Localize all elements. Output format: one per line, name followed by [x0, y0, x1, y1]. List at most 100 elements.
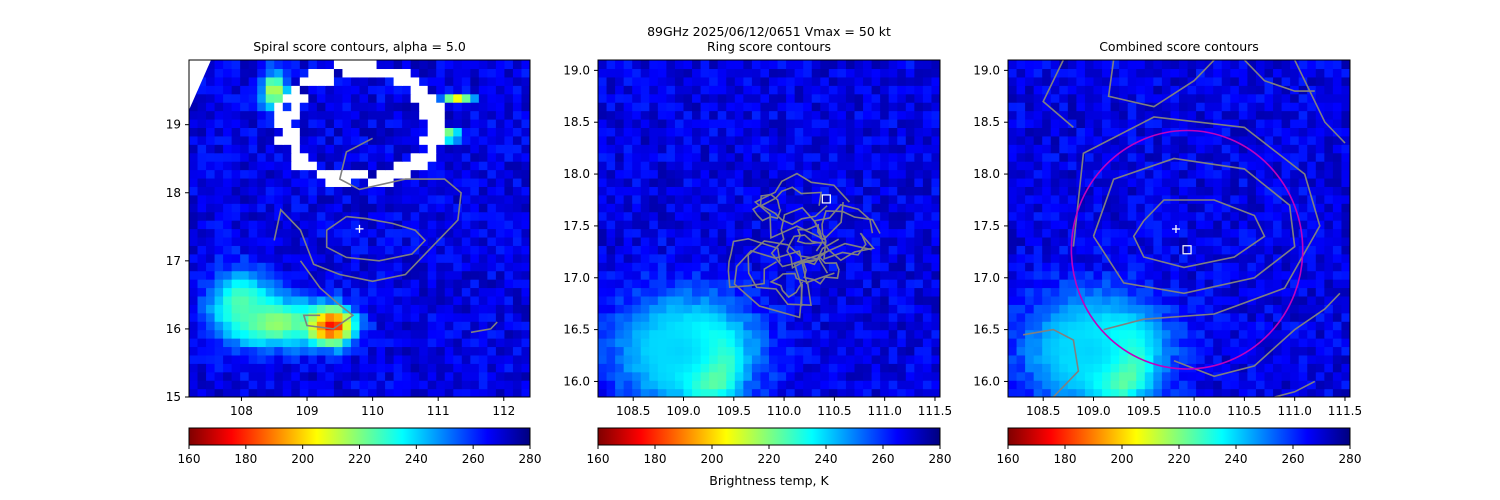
heatmap-cell [922, 363, 933, 373]
heatmap-cell [410, 338, 420, 348]
heatmap-cell [1196, 76, 1206, 86]
heatmap-cell [1084, 211, 1095, 221]
heatmap-cell [854, 220, 864, 230]
heatmap-cell [299, 102, 309, 112]
heatmap-cell [1144, 194, 1154, 204]
heatmap-cell [1204, 253, 1214, 263]
heatmap-cell [1315, 346, 1325, 356]
heatmap-cell [1273, 312, 1283, 322]
score-contour-line [1173, 292, 1341, 378]
heatmap-cell [666, 68, 676, 78]
heatmap-cell [760, 186, 770, 196]
heatmap-cell [769, 354, 779, 364]
heatmap-cell [316, 363, 326, 373]
heatmap-cell [1025, 388, 1035, 397]
heatmap-cell [1136, 270, 1146, 280]
heatmap-cell [291, 262, 301, 272]
heatmap-cell [495, 186, 506, 196]
heatmap-cell [1170, 236, 1180, 246]
heatmap-cell [214, 236, 224, 246]
heatmap-cell [922, 211, 933, 221]
heatmap-cell [854, 321, 864, 331]
heatmap-cell [1153, 144, 1163, 154]
heatmap-cell [1290, 85, 1300, 95]
heatmap-cell [726, 236, 736, 246]
heatmap-cell [1204, 236, 1214, 246]
heatmap-cell [1008, 346, 1018, 356]
heatmap-cell [914, 93, 924, 103]
heatmap-cell [1136, 371, 1146, 381]
colorbar-tick-label: 260 [872, 452, 895, 466]
heatmap-cell [444, 304, 454, 314]
heatmap-cell [325, 287, 335, 297]
heatmap-cell [657, 236, 667, 246]
heatmap-cell [1144, 228, 1154, 238]
heatmap-cell [1084, 102, 1095, 112]
axes-frame [188, 59, 531, 398]
heatmap-cell [1127, 279, 1137, 289]
heatmap-cell [402, 295, 412, 305]
heatmap-cell [751, 152, 762, 162]
heatmap-cell [291, 177, 301, 187]
heatmap-cell [1008, 110, 1018, 120]
heatmap-cell [265, 287, 275, 297]
heatmap-cell [871, 93, 881, 103]
heatmap-cell [274, 127, 284, 137]
heatmap-cell [1153, 338, 1163, 348]
heatmap-cell [683, 245, 693, 255]
heatmap-cell [282, 220, 292, 230]
heatmap-cell [512, 220, 523, 230]
heatmap-cell [1059, 68, 1069, 78]
heatmap-cell [1067, 85, 1077, 95]
heatmap-cell [206, 118, 216, 128]
heatmap-cell [512, 93, 523, 103]
heatmap-cell [376, 346, 386, 356]
heatmap-cell [709, 220, 719, 230]
heatmap-cell [632, 102, 642, 112]
heatmap-cell [811, 135, 821, 145]
heatmap-cell [666, 279, 676, 289]
heatmap-cell [248, 203, 258, 213]
heatmap-cell [871, 127, 881, 137]
heatmap-cell [495, 363, 506, 373]
heatmap-cell [931, 194, 940, 204]
heatmap-cell [871, 363, 881, 373]
heatmap-cell [1324, 118, 1334, 128]
heatmap-cell [914, 169, 924, 179]
heatmap-cell [777, 371, 787, 381]
heatmap-cell [871, 236, 881, 246]
heatmap-cell [1341, 346, 1350, 356]
heatmap-cell [649, 127, 659, 137]
x-tick-label: 111.5 [1328, 404, 1362, 418]
heatmap-cell [794, 262, 804, 272]
heatmap-cell [1119, 262, 1129, 272]
heatmap-cell [316, 295, 326, 305]
heatmap-cell [1264, 85, 1274, 95]
heatmap-cell [436, 270, 446, 280]
heatmap-cell [692, 295, 702, 305]
heatmap-cell [461, 85, 471, 95]
heatmap-cell [325, 338, 335, 348]
heatmap-cell [359, 102, 369, 112]
heatmap-cell [1136, 68, 1146, 78]
heatmap-cell [427, 321, 437, 331]
heatmap-cell [231, 144, 241, 154]
heatmap-cell [265, 144, 275, 154]
heatmap-cell [1255, 346, 1266, 356]
heatmap-cell [598, 127, 608, 137]
heatmap-cell [1127, 354, 1137, 364]
heatmap-cell [1179, 270, 1189, 280]
heatmap-cell [820, 304, 830, 314]
heatmap-cell [1042, 102, 1052, 112]
heatmap-cell [1136, 228, 1146, 238]
heatmap-cell [674, 388, 685, 397]
heatmap-cell [709, 388, 719, 397]
heatmap-cell [274, 304, 284, 314]
heatmap-cell [692, 287, 702, 297]
heatmap-cell [189, 177, 199, 187]
heatmap-cell [257, 262, 267, 272]
heatmap-cell [470, 93, 480, 103]
x-tick-label: 108.5 [616, 404, 650, 418]
heatmap-cell [1059, 287, 1069, 297]
score-contour-line [786, 234, 829, 270]
